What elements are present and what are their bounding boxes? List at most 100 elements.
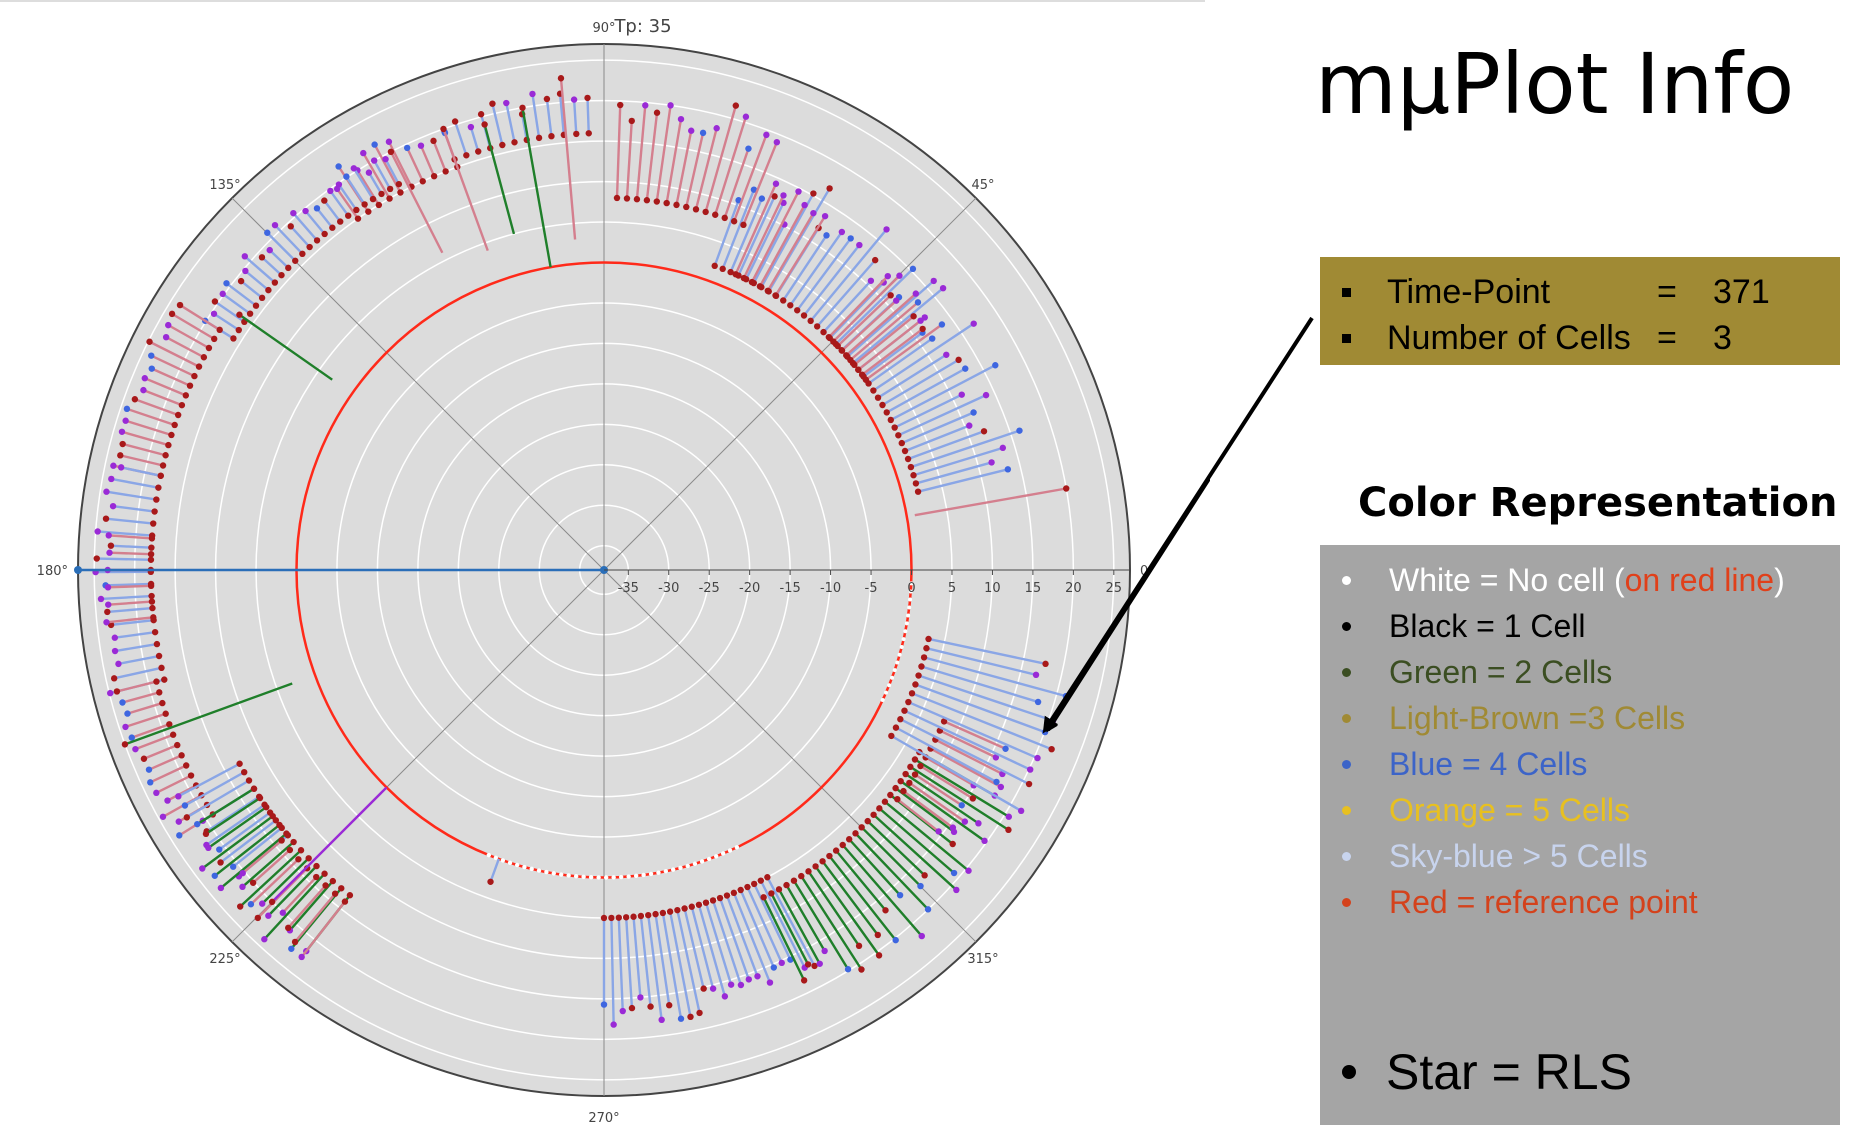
legend-star-text: Star = RLS	[1386, 1044, 1632, 1100]
spoke-outer-marker	[810, 209, 817, 217]
spoke-outer-marker	[610, 1021, 617, 1028]
data-spoke	[694, 127, 718, 210]
data-spoke	[238, 313, 333, 381]
spoke-outer-marker	[261, 936, 268, 943]
data-spoke	[909, 765, 1010, 831]
data-spoke	[872, 322, 975, 392]
data-spoke	[914, 773, 963, 807]
spoke-outer-marker	[216, 846, 223, 853]
spoke-inner-marker	[674, 906, 681, 914]
spoke-outer-marker	[237, 277, 245, 285]
data-spoke	[120, 466, 161, 477]
data-spoke	[758, 204, 806, 287]
spoke-inner-marker	[901, 447, 909, 455]
spoke-inner-marker	[250, 785, 258, 792]
spoke-outer-marker	[103, 619, 110, 626]
spoke-outer-marker	[727, 981, 735, 988]
spoke-inner-marker	[911, 771, 919, 778]
legend-item-suffix: )	[1774, 561, 1785, 598]
spoke-outer-marker	[677, 115, 685, 123]
spoke-inner-marker	[874, 394, 882, 401]
data-spoke	[914, 758, 1010, 818]
spoke-inner-marker	[265, 286, 272, 294]
spoke-inner-marker	[155, 484, 162, 491]
spoke-inner-marker	[832, 847, 840, 854]
data-spoke	[271, 786, 388, 903]
spoke-outer-marker	[970, 409, 977, 416]
spoke-inner-marker	[313, 237, 321, 244]
spoke-outer-marker	[219, 290, 226, 298]
spoke-inner-marker	[858, 824, 865, 831]
spoke-outer-marker	[242, 267, 249, 275]
spoke-inner-marker	[322, 882, 329, 889]
spoke-inner-marker	[681, 905, 688, 912]
no-cell-marker	[529, 866, 534, 872]
data-spoke	[289, 880, 334, 932]
spoke-outer-marker	[239, 869, 246, 877]
data-spoke	[240, 280, 263, 299]
legend-item: Black = 1 Cell	[1342, 603, 1840, 649]
spoke-inner-marker	[166, 721, 173, 728]
spoke-inner-marker	[147, 582, 155, 590]
spoke-outer-marker	[1041, 728, 1049, 736]
no-cell-marker	[493, 855, 499, 861]
spoke-inner-marker	[807, 317, 814, 325]
spoke-outer-marker	[917, 882, 924, 890]
spoke-outer-marker	[503, 99, 510, 107]
data-spoke	[834, 267, 914, 345]
spoke-outer-marker	[254, 914, 262, 922]
spoke-outer-marker	[205, 844, 212, 852]
no-cell-marker	[536, 868, 542, 873]
data-spoke	[384, 158, 400, 185]
data-spoke	[725, 895, 759, 977]
legend-item-text: Red = reference point	[1389, 883, 1698, 920]
spoke-inner-marker	[153, 640, 161, 648]
spoke-outer-marker	[115, 660, 122, 668]
data-spoke	[559, 78, 577, 240]
spoke-outer-marker	[1002, 745, 1009, 752]
spoke-outer-marker	[997, 783, 1005, 791]
spoke-inner-marker	[887, 416, 895, 424]
spoke-outer-marker	[104, 608, 111, 616]
spoke-outer-marker	[847, 235, 854, 242]
spoke-inner-marker	[613, 194, 621, 202]
data-spoke	[126, 407, 176, 427]
spoke-inner-marker	[819, 858, 826, 865]
spoke-outer-marker	[713, 125, 720, 132]
spoke-outer-marker	[856, 241, 863, 249]
no-cell-marker	[884, 690, 889, 695]
data-spoke	[196, 787, 255, 826]
spoke-inner-marker	[915, 672, 922, 679]
spoke-inner-marker	[764, 874, 771, 881]
spoke-outer-marker	[249, 879, 257, 886]
spoke-inner-marker	[256, 794, 264, 802]
data-spoke	[107, 606, 153, 614]
spoke-inner-marker	[805, 868, 812, 875]
angle-tick-label: 270°	[588, 1111, 619, 1125]
spoke-outer-marker	[477, 111, 485, 118]
spoke-inner-marker	[920, 654, 928, 661]
data-spoke	[752, 223, 786, 284]
data-spoke	[489, 858, 500, 883]
data-spoke	[800, 875, 863, 971]
data-spoke	[100, 594, 152, 601]
spoke-outer-marker	[745, 145, 752, 152]
spoke-inner-marker	[230, 335, 237, 342]
spoke-outer-marker	[93, 555, 100, 562]
spoke-inner-marker	[723, 892, 731, 899]
spoke-inner-marker	[182, 392, 190, 399]
spoke-inner-marker	[200, 354, 208, 361]
spoke-inner-marker	[313, 873, 320, 881]
data-spoke	[639, 915, 652, 1007]
spoke-outer-marker	[600, 1001, 608, 1008]
data-spoke	[222, 292, 251, 315]
data-spoke	[545, 98, 553, 137]
spoke-inner-marker	[369, 195, 377, 203]
spoke-outer-marker	[122, 723, 129, 731]
spoke-outer-marker	[699, 129, 707, 137]
no-cell-marker	[626, 874, 631, 879]
no-cell-marker	[603, 875, 609, 880]
data-spoke	[685, 132, 705, 208]
spoke-inner-marker	[879, 401, 886, 409]
data-spoke	[572, 99, 578, 134]
